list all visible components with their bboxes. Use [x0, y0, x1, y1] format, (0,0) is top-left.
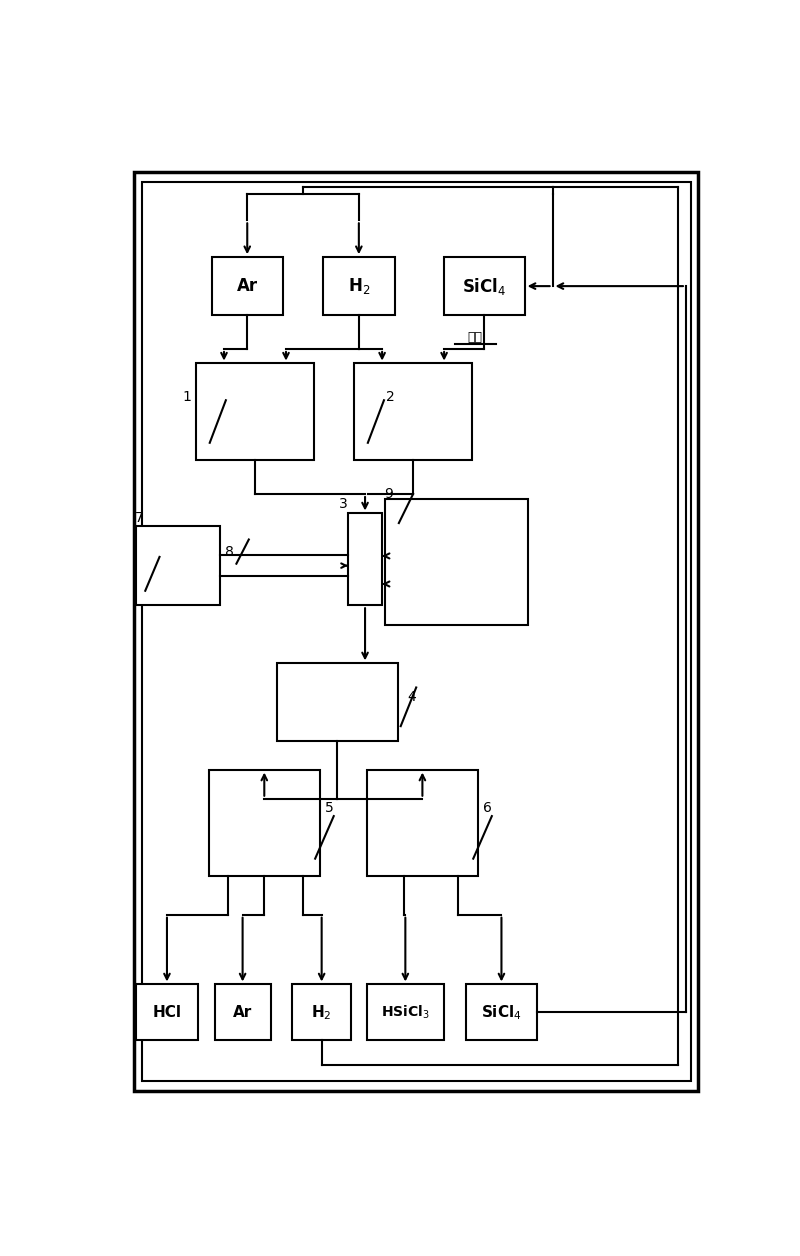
Bar — [466, 985, 537, 1040]
Bar — [354, 363, 472, 460]
Bar — [211, 257, 283, 315]
Text: 7: 7 — [134, 511, 143, 525]
Text: SiCl$_4$: SiCl$_4$ — [462, 275, 506, 296]
Text: 4: 4 — [407, 690, 416, 705]
Bar — [386, 499, 528, 624]
Text: 6: 6 — [483, 801, 492, 815]
Text: H$_2$: H$_2$ — [348, 276, 370, 296]
Bar — [292, 985, 351, 1040]
Bar — [136, 985, 198, 1040]
Bar — [348, 514, 382, 605]
Bar — [136, 526, 220, 605]
Bar — [214, 985, 270, 1040]
Text: 1: 1 — [182, 391, 191, 404]
Bar — [444, 257, 525, 315]
Text: Ar: Ar — [237, 278, 258, 295]
Bar — [196, 363, 314, 460]
Bar — [323, 257, 394, 315]
Text: HSiCl$_3$: HSiCl$_3$ — [381, 1004, 430, 1021]
Text: 9: 9 — [384, 487, 393, 501]
Bar — [142, 182, 691, 1081]
Text: SiCl$_4$: SiCl$_4$ — [481, 1004, 522, 1022]
Text: 5: 5 — [325, 801, 334, 815]
Text: H$_2$: H$_2$ — [311, 1004, 332, 1022]
Bar — [277, 663, 398, 741]
Bar — [209, 770, 320, 877]
Text: 8: 8 — [225, 545, 234, 559]
Bar — [366, 985, 444, 1040]
Text: 气化: 气化 — [467, 330, 482, 344]
Bar — [366, 770, 478, 877]
Text: 2: 2 — [386, 391, 394, 404]
Text: HCl: HCl — [153, 1005, 182, 1020]
Text: 3: 3 — [339, 496, 348, 511]
Text: Ar: Ar — [233, 1005, 252, 1020]
